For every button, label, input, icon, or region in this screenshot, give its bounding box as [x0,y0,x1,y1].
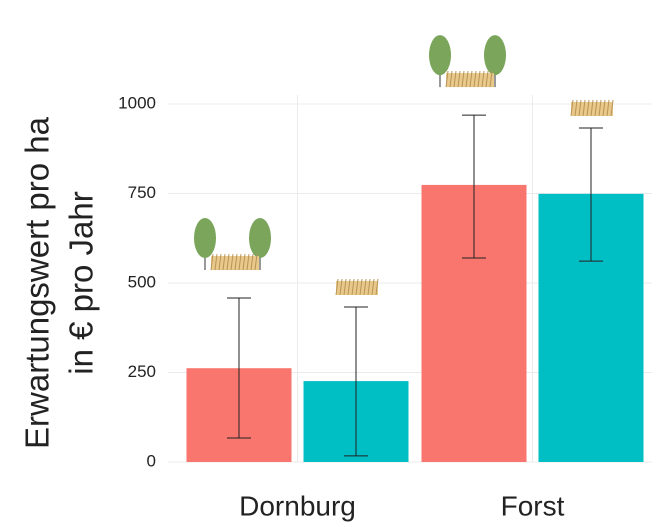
grass-icon [336,279,378,295]
tree-crown [249,218,271,258]
x-tick-label: Dornburg [239,490,356,521]
y-tick-label: 750 [128,183,156,202]
y-label: Erwartungswert pro ha in € pro Jahr [19,116,100,449]
grass-icon [211,254,259,270]
x-tick-label: Forst [501,490,565,521]
y-tick-label: 250 [128,362,156,381]
tree-crown [194,218,216,258]
tree-crown [429,35,451,75]
tree-crown [484,35,506,75]
y-tick-label: 1000 [118,93,156,112]
y-tick-label: 500 [128,272,156,291]
grass-icon [446,71,494,87]
chart: Erwartungswert pro ha in € pro Jahr 0 250… [0,0,658,527]
grass-icon [571,100,613,116]
y-label-line: Erwartungswert pro ha [19,116,56,449]
y-tick-label: 0 [147,451,156,470]
y-label-line: in € pro Jahr [63,191,100,374]
